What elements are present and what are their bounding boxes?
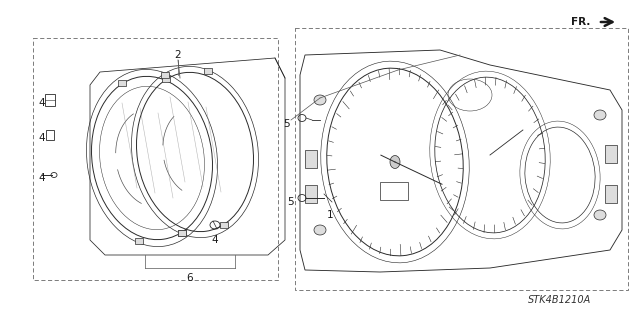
Bar: [380, 182, 408, 200]
Text: 4: 4: [38, 133, 45, 143]
Bar: [295, 28, 628, 290]
Text: FR.: FR.: [571, 17, 590, 27]
Ellipse shape: [314, 225, 326, 235]
Bar: [163, 76, 170, 82]
Text: 4: 4: [38, 173, 45, 183]
Ellipse shape: [594, 210, 606, 220]
Text: 5: 5: [284, 119, 291, 129]
Bar: [135, 238, 143, 244]
Bar: [177, 230, 186, 236]
Text: 2: 2: [175, 50, 181, 60]
Bar: [33, 38, 278, 280]
Text: 5: 5: [288, 197, 294, 207]
Bar: [305, 185, 317, 203]
Text: STK4B1210A: STK4B1210A: [529, 295, 591, 305]
Bar: [220, 222, 228, 228]
Ellipse shape: [594, 110, 606, 120]
Bar: [161, 72, 169, 78]
Bar: [118, 80, 127, 86]
Bar: [605, 145, 617, 163]
Bar: [605, 185, 617, 203]
Bar: [204, 68, 212, 74]
Text: 4: 4: [38, 98, 45, 108]
Bar: [179, 230, 186, 236]
Ellipse shape: [390, 155, 400, 168]
Text: 6: 6: [187, 273, 193, 283]
Text: 4: 4: [212, 235, 218, 245]
Bar: [305, 150, 317, 168]
Bar: [46, 130, 54, 140]
Text: 1: 1: [326, 210, 333, 220]
Ellipse shape: [314, 95, 326, 105]
